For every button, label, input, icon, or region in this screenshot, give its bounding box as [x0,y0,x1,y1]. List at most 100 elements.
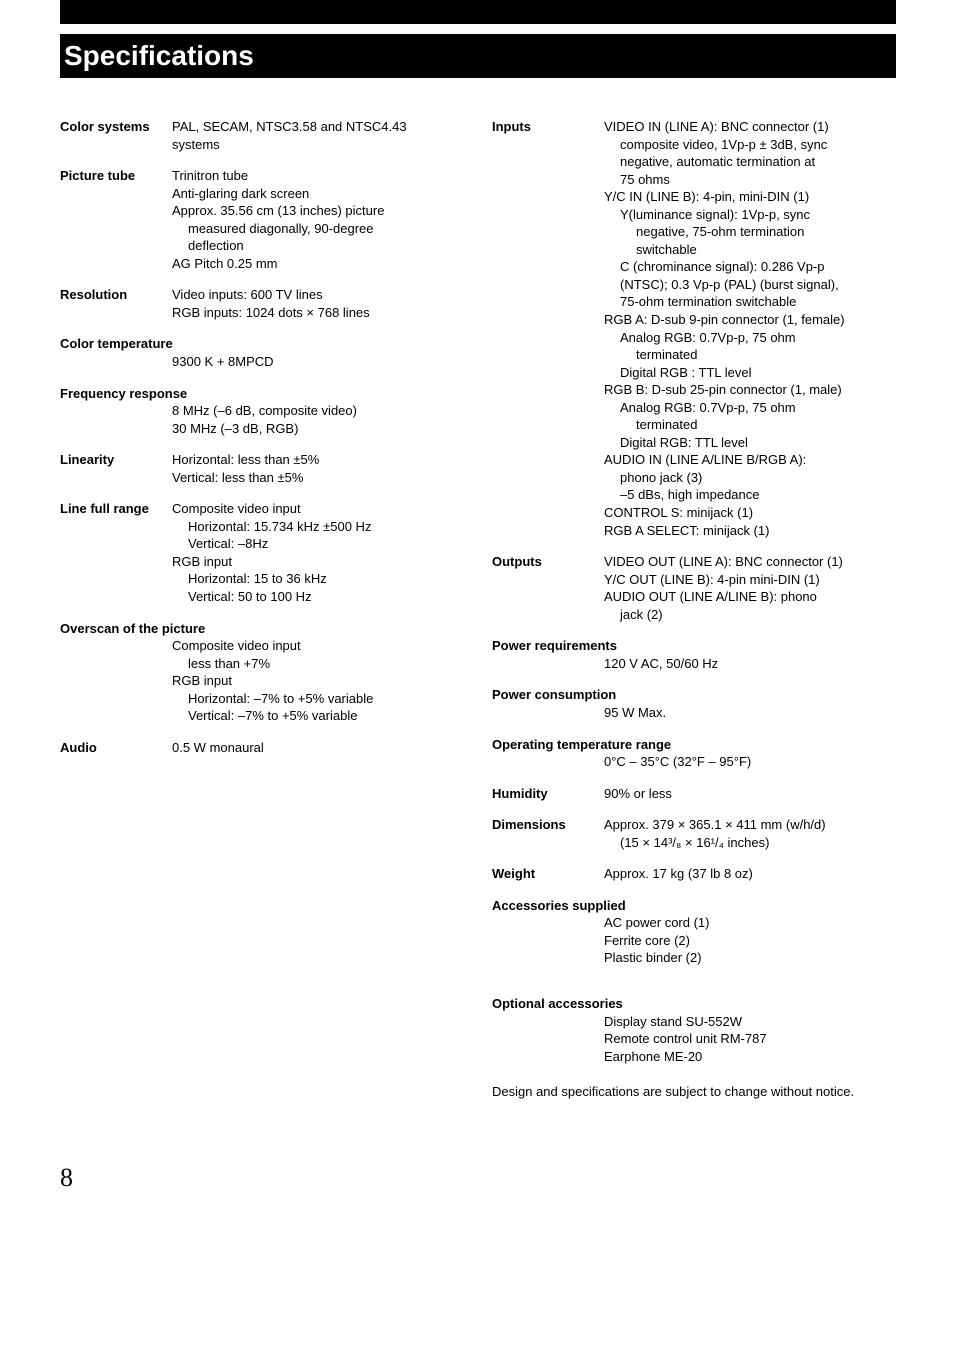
spec-label: Color temperature [60,335,464,353]
spec-line: RGB A: D-sub 9-pin connector (1, female) [604,311,896,329]
spec-line: less than +7% [172,655,464,673]
spec-row: DimensionsApprox. 379 × 365.1 × 411 mm (… [492,816,896,851]
spec-line: negative, 75-ohm termination [604,223,896,241]
spec-label: Optional accessories [492,995,896,1013]
spec-row: Color systemsPAL, SECAM, NTSC3.58 and NT… [60,118,464,153]
spec-label: Outputs [492,553,604,623]
spec-line: Approx. 379 × 365.1 × 411 mm (w/h/d) [604,816,896,834]
spec-line: 90% or less [604,785,896,803]
spec-row: Picture tubeTrinitron tubeAnti-glaring d… [60,167,464,272]
spec-line: Vertical: –8Hz [172,535,464,553]
spec-line: C (chrominance signal): 0.286 Vp-p [604,258,896,276]
spec-body: 9300 K + 8MPCD [60,353,464,371]
spec-label: Dimensions [492,816,604,851]
spec-row: Optional accessoriesDisplay stand SU-552… [492,995,896,1065]
spec-label: Line full range [60,500,172,605]
spec-label: Power consumption [492,686,896,704]
spec-line: Horizontal: 15.734 kHz ±500 Hz [172,518,464,536]
spec-line: 75-ohm termination switchable [604,293,896,311]
spec-line: 120 V AC, 50/60 Hz [604,655,896,673]
spec-line: AG Pitch 0.25 mm [172,255,464,273]
spec-body: Display stand SU-552WRemote control unit… [492,1013,896,1066]
spec-line: measured diagonally, 90-degree [172,220,464,238]
spec-label: Picture tube [60,167,172,272]
spec-line: 95 W Max. [604,704,896,722]
spec-line: 0°C – 35°C (32°F – 95°F) [604,753,896,771]
spec-row: Power requirements120 V AC, 50/60 Hz [492,637,896,672]
spec-line: Approx. 35.56 cm (13 inches) picture [172,202,464,220]
spec-body: VIDEO OUT (LINE A): BNC connector (1)Y/C… [604,553,896,623]
spec-line: Horizontal: 15 to 36 kHz [172,570,464,588]
spec-line: negative, automatic termination at [604,153,896,171]
spec-line: terminated [604,416,896,434]
spec-body: 95 W Max. [492,704,896,722]
spec-line: Composite video input [172,500,464,518]
spec-line: Video inputs: 600 TV lines [172,286,464,304]
spec-line: Digital RGB : TTL level [604,364,896,382]
spec-line: deflection [172,237,464,255]
spec-line: 8 MHz (–6 dB, composite video) [172,402,464,420]
spec-label: Accessories supplied [492,897,896,915]
footer-note: Design and specifications are subject to… [492,1083,896,1101]
spec-line: Digital RGB: TTL level [604,434,896,452]
spec-body: AC power cord (1)Ferrite core (2)Plastic… [492,914,896,967]
spec-line: Horizontal: less than ±5% [172,451,464,469]
spec-line: switchable [604,241,896,259]
spec-line: terminated [604,346,896,364]
spec-line: Analog RGB: 0.7Vp-p, 75 ohm [604,399,896,417]
spec-line: Display stand SU-552W [604,1013,896,1031]
spec-row: Overscan of the pictureComposite video i… [60,620,464,725]
spec-row: ResolutionVideo inputs: 600 TV linesRGB … [60,286,464,321]
spec-line: Y/C IN (LINE B): 4-pin, mini-DIN (1) [604,188,896,206]
spec-label: Operating temperature range [492,736,896,754]
spec-body: VIDEO IN (LINE A): BNC connector (1)comp… [604,118,896,539]
spec-line: 75 ohms [604,171,896,189]
spec-line: –5 dBs, high impedance [604,486,896,504]
right-column: InputsVIDEO IN (LINE A): BNC connector (… [492,118,896,1103]
spec-body: 0.5 W monaural [172,739,464,757]
spec-line: Anti-glaring dark screen [172,185,464,203]
spec-body: Trinitron tubeAnti-glaring dark screenAp… [172,167,464,272]
spec-body: Horizontal: less than ±5%Vertical: less … [172,451,464,486]
spec-line: RGB input [172,553,464,571]
spec-line: 9300 K + 8MPCD [172,353,464,371]
title-bar: Specifications [60,34,896,78]
page-number: 8 [60,1163,954,1193]
spec-line: Earphone ME-20 [604,1048,896,1066]
content-columns: Color systemsPAL, SECAM, NTSC3.58 and NT… [60,118,896,1103]
left-column: Color systemsPAL, SECAM, NTSC3.58 and NT… [60,118,464,1103]
spec-label: Linearity [60,451,172,486]
spec-line: RGB input [172,672,464,690]
spec-line: Approx. 17 kg (37 lb 8 oz) [604,865,896,883]
spec-body: Approx. 17 kg (37 lb 8 oz) [604,865,896,883]
spec-row: LinearityHorizontal: less than ±5%Vertic… [60,451,464,486]
spec-label: Weight [492,865,604,883]
spec-label: Inputs [492,118,604,539]
spec-row: Power consumption95 W Max. [492,686,896,721]
spec-line: Plastic binder (2) [604,949,896,967]
spec-line: Y/C OUT (LINE B): 4-pin mini-DIN (1) [604,571,896,589]
spec-row: Audio0.5 W monaural [60,739,464,757]
spec-row: Line full rangeComposite video inputHori… [60,500,464,605]
spec-label: Humidity [492,785,604,803]
spec-row: Humidity90% or less [492,785,896,803]
spec-row: Accessories suppliedAC power cord (1)Fer… [492,897,896,967]
spec-line: Vertical: 50 to 100 Hz [172,588,464,606]
spec-line: jack (2) [604,606,896,624]
spec-body: 8 MHz (–6 dB, composite video)30 MHz (–3… [60,402,464,437]
spec-row: InputsVIDEO IN (LINE A): BNC connector (… [492,118,896,539]
spec-body: Video inputs: 600 TV linesRGB inputs: 10… [172,286,464,321]
spec-line: RGB inputs: 1024 dots × 768 lines [172,304,464,322]
spec-label: Power requirements [492,637,896,655]
spec-body: Composite video inputless than +7%RGB in… [60,637,464,725]
spec-body: Approx. 379 × 365.1 × 411 mm (w/h/d)(15 … [604,816,896,851]
spec-line: phono jack (3) [604,469,896,487]
page-title: Specifications [60,40,896,72]
spec-label: Resolution [60,286,172,321]
spec-line: Analog RGB: 0.7Vp-p, 75 ohm [604,329,896,347]
spec-line: VIDEO OUT (LINE A): BNC connector (1) [604,553,896,571]
spec-line: RGB B: D-sub 25-pin connector (1, male) [604,381,896,399]
spec-label: Color systems [60,118,172,153]
title-gap [60,24,896,34]
spec-line: systems [172,136,464,154]
